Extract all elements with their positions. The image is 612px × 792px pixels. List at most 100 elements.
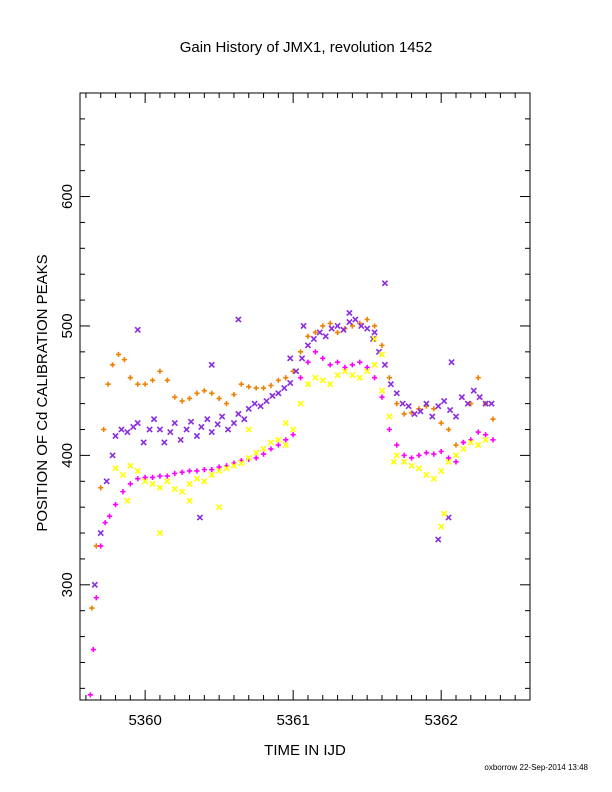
y-tick-label: 600	[59, 184, 76, 209]
data-point	[340, 326, 347, 334]
data-point	[438, 523, 445, 530]
data-point	[408, 455, 415, 461]
data-point	[381, 280, 389, 287]
data-point	[488, 400, 495, 407]
data-point	[98, 485, 104, 491]
data-point	[364, 316, 370, 323]
data-point	[364, 368, 371, 375]
data-point	[300, 322, 307, 330]
data-point	[470, 387, 477, 394]
data-point	[364, 364, 370, 370]
data-point	[440, 397, 448, 405]
data-point	[386, 426, 392, 433]
data-point	[371, 335, 378, 343]
data-point	[112, 432, 119, 440]
data-point	[252, 449, 260, 456]
data-point	[460, 439, 466, 446]
data-series	[87, 280, 496, 698]
data-point	[386, 375, 392, 381]
data-point	[482, 432, 489, 438]
data-point	[215, 467, 223, 475]
data-point	[464, 400, 471, 407]
data-point	[235, 410, 242, 418]
data-point	[172, 394, 178, 400]
data-point	[208, 428, 215, 436]
data-point	[87, 692, 93, 698]
data-point	[423, 400, 430, 407]
data-point	[287, 379, 294, 387]
data-point	[435, 403, 442, 410]
data-point	[150, 415, 158, 423]
data-point	[282, 419, 289, 427]
data-point	[475, 375, 481, 381]
data-point	[194, 390, 200, 396]
data-point	[223, 401, 230, 407]
data-point	[399, 400, 406, 407]
data-point	[109, 452, 116, 459]
data-point	[157, 368, 163, 374]
data-point	[310, 335, 318, 343]
data-point	[281, 384, 288, 392]
chart-title: Gain History of JMX1, revolution 1452	[180, 39, 433, 56]
data-point	[371, 329, 378, 336]
data-point	[107, 513, 113, 519]
data-point	[167, 428, 174, 436]
data-point	[346, 318, 353, 326]
data-point	[156, 529, 164, 537]
data-point	[445, 426, 452, 433]
data-point	[193, 432, 201, 440]
data-point	[121, 357, 128, 363]
data-point	[371, 375, 378, 381]
data-point	[430, 475, 437, 482]
data-point	[209, 467, 215, 473]
data-point	[364, 325, 371, 332]
data-point	[260, 445, 267, 453]
data-point	[267, 439, 275, 446]
y-axis-label: POSITION OF Cd CALIBRATION PEAKS	[34, 254, 51, 531]
data-point	[468, 401, 474, 407]
data-point	[268, 382, 274, 389]
data-point	[253, 385, 259, 391]
data-point	[93, 595, 99, 601]
data-point	[304, 342, 312, 349]
y-tick-label: 400	[59, 443, 76, 468]
data-point	[186, 468, 193, 474]
data-point	[124, 497, 131, 504]
data-point	[245, 405, 252, 412]
data-point	[341, 368, 349, 375]
data-point	[379, 394, 385, 400]
data-point	[287, 355, 294, 362]
data-point	[369, 335, 377, 343]
data-point	[216, 464, 222, 470]
data-point	[251, 400, 258, 407]
data-point	[283, 437, 289, 443]
data-point	[334, 322, 341, 330]
data-point	[405, 403, 412, 410]
data-point	[109, 362, 116, 368]
data-point	[297, 400, 304, 407]
data-point	[194, 468, 200, 474]
data-point	[423, 450, 429, 456]
data-point	[460, 445, 467, 453]
series-1	[87, 349, 496, 698]
data-point	[401, 452, 407, 458]
data-point	[411, 410, 418, 418]
data-point	[241, 415, 248, 423]
data-point	[416, 452, 422, 458]
data-point	[164, 473, 170, 479]
footer-credit: oxborrow 22-Sep-2014 13:48	[484, 763, 588, 772]
data-point	[482, 400, 489, 407]
data-point	[490, 416, 496, 422]
x-axis-label: TIME IN IJD	[264, 742, 346, 759]
data-point	[431, 451, 437, 457]
x-tick-label: 5362	[424, 712, 457, 729]
data-point	[334, 359, 341, 365]
data-point	[209, 390, 215, 396]
data-point	[371, 323, 378, 329]
tick-labels: 5360 5361 5362 300 400 500 600	[59, 184, 458, 729]
data-point	[127, 481, 133, 487]
data-point	[476, 393, 483, 401]
data-point	[275, 436, 282, 444]
data-point	[475, 429, 481, 435]
